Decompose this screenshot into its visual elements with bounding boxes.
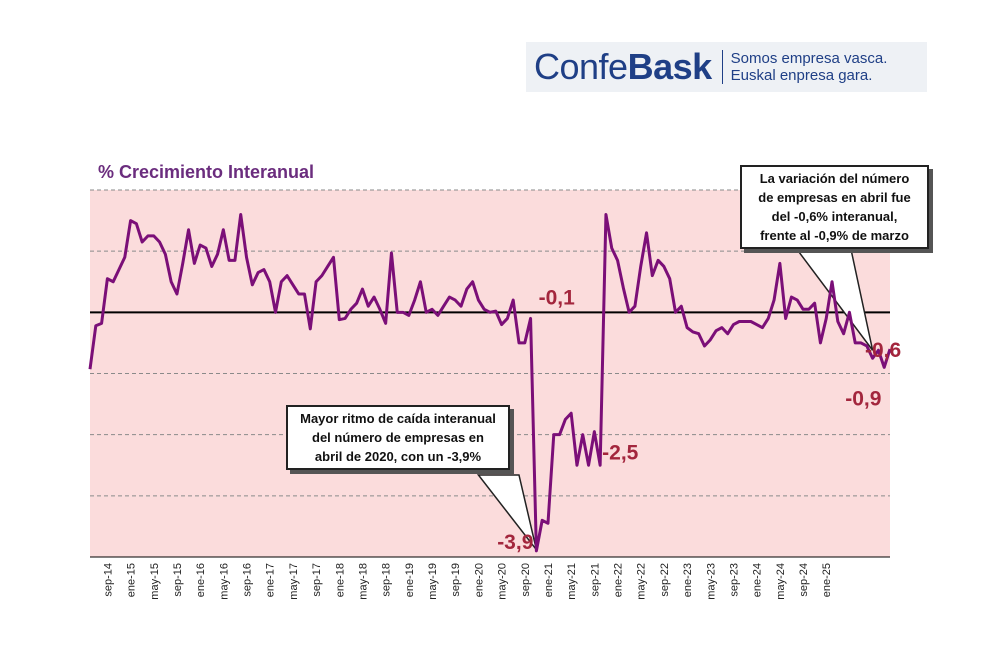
x-tick-label: sep-18 xyxy=(381,563,393,597)
x-tick-label: may-19 xyxy=(427,563,439,600)
x-tick-label: sep-17 xyxy=(311,563,323,597)
callout-line: Mayor ritmo de caída interanual xyxy=(300,411,496,426)
x-tick-label: may-18 xyxy=(357,563,369,600)
logo-divider xyxy=(721,50,723,84)
x-tick-label: ene-22 xyxy=(613,563,625,597)
x-tick-label: sep-23 xyxy=(728,563,740,597)
x-tick-label: sep-15 xyxy=(172,563,184,597)
x-tick-label: sep-21 xyxy=(589,563,601,597)
confebask-logo: ConfeBask Somos empresa vasca. Euskal en… xyxy=(526,42,927,92)
x-tick-label: may-23 xyxy=(705,563,717,600)
callout-line: La variación del número xyxy=(759,171,910,186)
x-tick-label: may-22 xyxy=(636,563,648,600)
callout-line: abril de 2020, con un -3,9% xyxy=(314,449,482,464)
logo-brand: ConfeBask xyxy=(534,46,712,87)
data-label: -3,9 xyxy=(497,531,533,554)
x-tick-label: may-16 xyxy=(218,563,230,600)
data-label: -2,5 xyxy=(602,441,639,464)
chart-title: % Crecimiento Interanual xyxy=(98,162,314,182)
data-label: -0,1 xyxy=(539,286,576,309)
x-tick-label: sep-16 xyxy=(242,563,254,597)
x-tick-label: ene-23 xyxy=(682,563,694,597)
logo-tagline-line1: Somos empresa vasca. xyxy=(730,50,888,67)
logo-tagline-line2: Euskal enpresa gara. xyxy=(730,67,873,84)
x-tick-label: may-24 xyxy=(775,563,787,600)
x-tick-label: may-21 xyxy=(566,563,578,600)
callout-line: del número de empresas en xyxy=(312,430,484,445)
callout-pointer-mid xyxy=(476,474,538,551)
callout-line: frente al -0,9% de marzo xyxy=(760,228,909,243)
x-tick-label: sep-19 xyxy=(450,563,462,597)
x-tick-label: may-20 xyxy=(497,563,509,600)
x-tick-label: sep-22 xyxy=(659,563,671,597)
x-tick-label: ene-25 xyxy=(821,563,833,597)
x-tick-label: sep-14 xyxy=(102,563,114,597)
x-tick-label: ene-15 xyxy=(126,563,138,597)
callout-line: del -0,6% interanual, xyxy=(771,209,898,224)
x-tick-label: ene-20 xyxy=(473,563,485,597)
x-tick-label: may-15 xyxy=(149,563,161,600)
x-tick-label: ene-17 xyxy=(265,563,277,597)
data-label: -0,6 xyxy=(865,339,901,362)
x-tick-label: ene-19 xyxy=(404,563,416,597)
x-tick-label: sep-24 xyxy=(798,563,810,597)
callout-line: de empresas en abril fue xyxy=(758,190,911,205)
logo-tagline: Somos empresa vasca. Euskal enpresa gara… xyxy=(731,50,888,84)
data-label: -0,9 xyxy=(845,387,881,410)
callout-april-variation: La variación del número de empresas en a… xyxy=(740,165,929,249)
x-tick-label: ene-18 xyxy=(334,563,346,597)
callout-max-drop: Mayor ritmo de caída interanual del núme… xyxy=(286,405,510,470)
x-tick-label: ene-24 xyxy=(752,563,764,597)
x-tick-label: ene-21 xyxy=(543,563,555,597)
x-tick-label: sep-20 xyxy=(520,563,532,597)
x-tick-label: may-17 xyxy=(288,563,300,600)
x-tick-label: ene-16 xyxy=(195,563,207,597)
series-line xyxy=(88,212,892,553)
